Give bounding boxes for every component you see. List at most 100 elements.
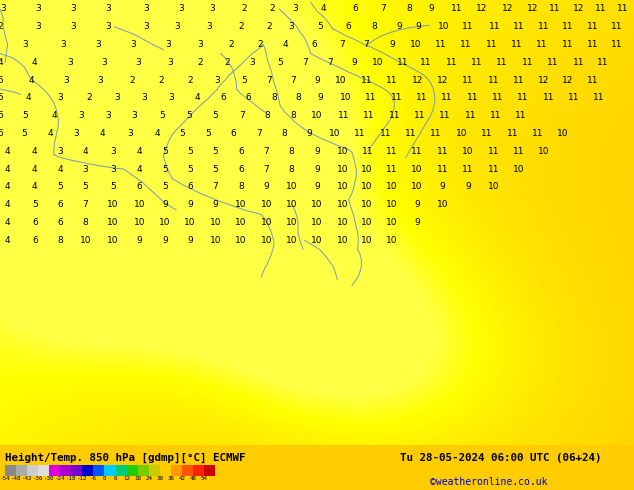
Text: 10: 10 [456, 129, 467, 138]
Text: 2: 2 [188, 75, 193, 85]
Text: 2: 2 [270, 4, 275, 13]
Text: 6: 6 [0, 111, 3, 120]
Text: 2: 2 [229, 40, 234, 49]
Text: 3: 3 [292, 4, 298, 13]
Text: 9: 9 [314, 75, 320, 85]
Bar [93, 465, 105, 476]
Text: 5: 5 [212, 165, 219, 173]
Text: 10: 10 [340, 94, 351, 102]
Text: 3: 3 [70, 22, 76, 31]
Text: Tu 28-05-2024 06:00 UTC (06+24): Tu 28-05-2024 06:00 UTC (06+24) [400, 453, 602, 463]
Text: 24: 24 [145, 476, 152, 482]
Text: 4: 4 [48, 129, 53, 138]
Text: 11: 11 [354, 129, 366, 138]
Text: 3: 3 [130, 40, 136, 49]
Text: 0: 0 [103, 476, 107, 482]
Text: 3: 3 [35, 4, 41, 13]
Text: -18: -18 [66, 476, 77, 482]
Text: 11: 11 [386, 75, 398, 85]
Bar [16, 465, 27, 476]
Text: 11: 11 [363, 111, 375, 120]
Text: 9: 9 [314, 182, 320, 192]
Text: 6: 6 [32, 218, 38, 227]
Bar [60, 465, 71, 476]
Text: 3: 3 [143, 4, 149, 13]
Text: 10: 10 [329, 129, 340, 138]
Text: 10: 10 [311, 218, 323, 227]
Text: 3: 3 [105, 22, 111, 31]
Bar [182, 465, 193, 476]
Text: 10: 10 [107, 236, 119, 245]
Text: 11: 11 [420, 58, 432, 67]
Text: 11: 11 [465, 111, 476, 120]
Text: 4: 4 [5, 200, 10, 209]
Text: 3: 3 [141, 94, 148, 102]
Text: 6: 6 [136, 182, 143, 192]
Text: 7: 7 [263, 165, 269, 173]
Text: -6: -6 [90, 476, 97, 482]
Text: 10: 10 [261, 200, 272, 209]
Text: 10: 10 [557, 129, 569, 138]
Text: 4: 4 [32, 182, 37, 192]
Text: 12: 12 [123, 476, 130, 482]
Text: 6: 6 [346, 22, 352, 31]
Text: 10: 10 [261, 218, 272, 227]
Text: 2: 2 [257, 40, 262, 49]
Text: 5: 5 [158, 111, 165, 120]
Text: 12: 12 [538, 75, 550, 85]
Text: 7: 7 [302, 58, 309, 67]
Text: 3: 3 [174, 22, 181, 31]
Text: 2: 2 [86, 94, 91, 102]
Text: 11: 11 [490, 111, 501, 120]
Bar [193, 465, 204, 476]
Text: 6: 6 [187, 182, 193, 192]
Text: 5: 5 [187, 165, 193, 173]
Text: 4: 4 [5, 147, 10, 156]
Text: 11: 11 [362, 147, 373, 156]
Text: 11: 11 [405, 129, 417, 138]
Bar [138, 465, 149, 476]
Text: 11: 11 [492, 94, 503, 102]
Text: 4: 4 [155, 129, 160, 138]
Text: 48: 48 [190, 476, 197, 482]
Text: 5: 5 [317, 22, 323, 31]
Bar [105, 465, 115, 476]
Text: 6: 6 [32, 236, 38, 245]
Text: 10: 10 [488, 182, 499, 192]
Text: 11: 11 [437, 165, 448, 173]
Text: 5: 5 [57, 182, 63, 192]
Text: 18: 18 [134, 476, 141, 482]
Text: 4: 4 [32, 147, 37, 156]
Text: 10: 10 [184, 218, 196, 227]
Text: 11: 11 [515, 111, 527, 120]
Bar [71, 465, 82, 476]
Text: 3: 3 [22, 40, 29, 49]
Text: 10: 10 [337, 200, 348, 209]
Text: 12: 12 [562, 75, 573, 85]
Text: 5: 5 [212, 147, 219, 156]
Text: 3: 3 [63, 75, 70, 85]
Text: 2: 2 [197, 58, 202, 67]
Text: 9: 9 [187, 200, 193, 209]
Text: 5: 5 [22, 111, 29, 120]
Text: 9: 9 [212, 200, 219, 209]
Text: 5: 5 [241, 75, 247, 85]
Text: 3: 3 [135, 58, 141, 67]
Text: 3: 3 [249, 58, 256, 67]
Text: 3: 3 [95, 40, 101, 49]
Text: 9: 9 [414, 218, 420, 227]
Text: 9: 9 [428, 4, 434, 13]
Text: 7: 7 [266, 75, 273, 85]
Text: 11: 11 [486, 40, 497, 49]
Text: 42: 42 [178, 476, 185, 482]
Text: 11: 11 [471, 58, 482, 67]
Text: 54: 54 [200, 476, 207, 482]
Text: 11: 11 [611, 22, 622, 31]
Text: 11: 11 [365, 94, 377, 102]
Text: 11: 11 [617, 4, 628, 13]
Text: 10: 10 [286, 236, 297, 245]
Text: 11: 11 [460, 40, 472, 49]
Text: 5: 5 [0, 75, 3, 85]
Text: 10: 10 [286, 218, 297, 227]
Text: 4: 4 [32, 58, 37, 67]
